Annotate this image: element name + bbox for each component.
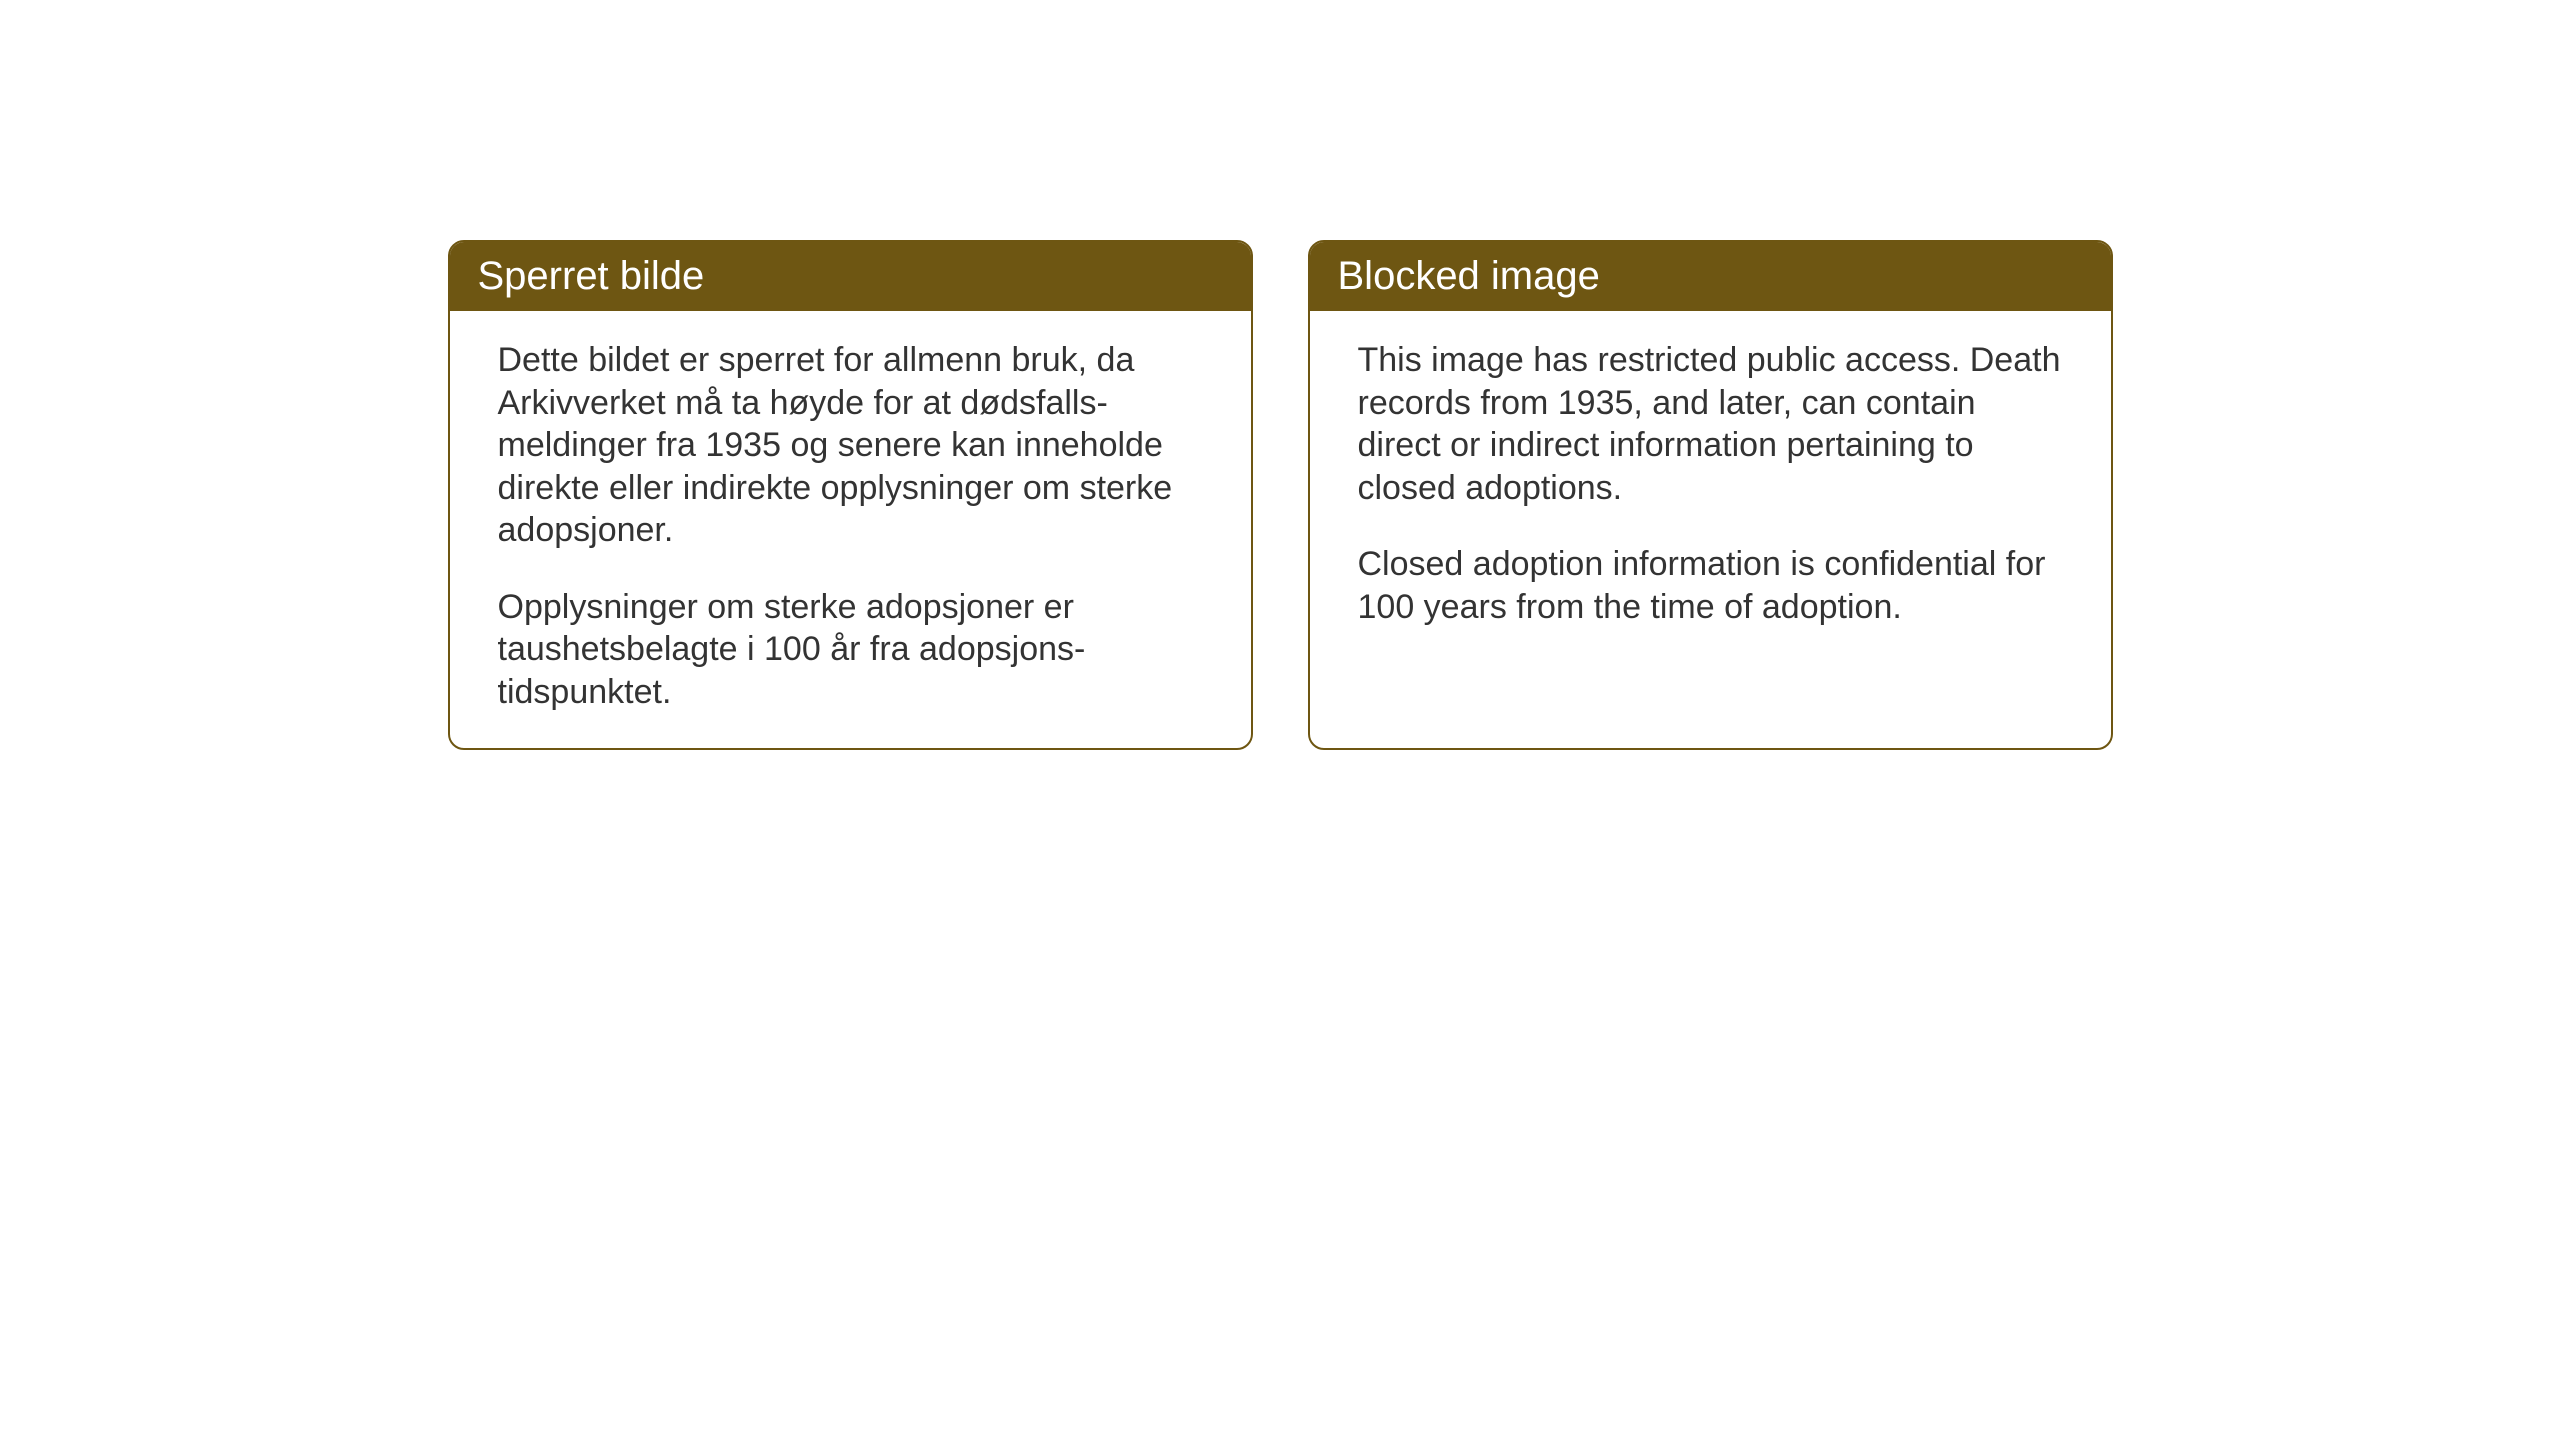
notice-body-english: This image has restricted public access.… xyxy=(1310,311,2111,656)
notice-card-norwegian: Sperret bilde Dette bildet er sperret fo… xyxy=(448,240,1253,750)
notice-header-english: Blocked image xyxy=(1310,242,2111,311)
notice-paragraph: This image has restricted public access.… xyxy=(1358,339,2063,509)
notice-paragraph: Closed adoption information is confident… xyxy=(1358,543,2063,628)
notice-container: Sperret bilde Dette bildet er sperret fo… xyxy=(448,240,2113,1440)
notice-paragraph: Opplysninger om sterke adopsjoner er tau… xyxy=(498,586,1203,714)
notice-header-norwegian: Sperret bilde xyxy=(450,242,1251,311)
notice-paragraph: Dette bildet er sperret for allmenn bruk… xyxy=(498,339,1203,552)
notice-body-norwegian: Dette bildet er sperret for allmenn bruk… xyxy=(450,311,1251,741)
notice-card-english: Blocked image This image has restricted … xyxy=(1308,240,2113,750)
